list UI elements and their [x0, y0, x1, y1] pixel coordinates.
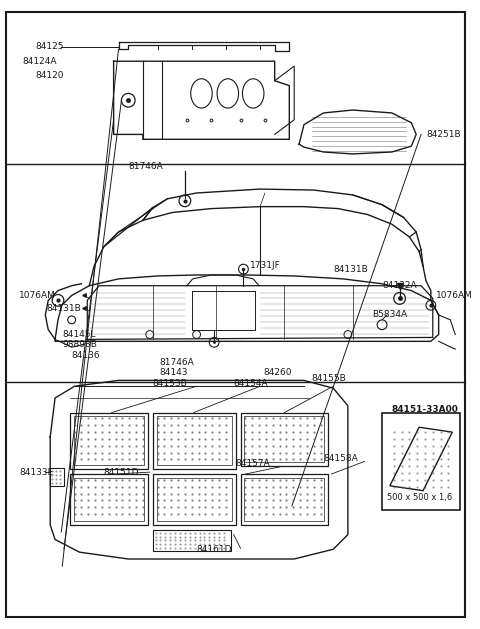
- Bar: [153, 413, 236, 469]
- Polygon shape: [390, 427, 452, 491]
- Bar: [240, 413, 328, 466]
- Bar: [70, 474, 148, 525]
- Text: 84153B: 84153B: [153, 379, 187, 388]
- Bar: [70, 413, 148, 469]
- Bar: [382, 413, 460, 510]
- Text: 84161D: 84161D: [197, 545, 232, 554]
- Bar: [192, 291, 255, 330]
- Text: 84133E: 84133E: [19, 467, 53, 477]
- Text: 84155B: 84155B: [312, 374, 347, 383]
- Bar: [244, 416, 324, 462]
- Text: 84136: 84136: [72, 350, 100, 360]
- Text: 84260: 84260: [263, 368, 291, 377]
- Text: 84154A: 84154A: [234, 379, 268, 388]
- Text: 84131B: 84131B: [333, 265, 368, 274]
- Bar: [50, 468, 64, 486]
- Bar: [153, 474, 236, 525]
- Text: 84158A: 84158A: [324, 454, 358, 463]
- Text: 84143: 84143: [159, 368, 188, 377]
- Bar: [73, 478, 144, 521]
- Text: 500 x 500 x 1,6: 500 x 500 x 1,6: [387, 493, 452, 502]
- Text: B5834A: B5834A: [372, 311, 408, 320]
- Text: 84251B: 84251B: [426, 130, 461, 139]
- Text: 84125: 84125: [36, 42, 64, 51]
- Text: 84151-33A00: 84151-33A00: [392, 405, 459, 414]
- Text: 84151D: 84151D: [104, 467, 139, 477]
- Text: 81746A: 81746A: [128, 162, 163, 171]
- Bar: [73, 416, 144, 465]
- Text: 84145L: 84145L: [62, 330, 96, 339]
- Text: 98893B: 98893B: [62, 340, 97, 348]
- Text: 84120: 84120: [36, 71, 64, 81]
- Bar: [244, 478, 324, 521]
- Text: 81746A: 81746A: [159, 359, 194, 367]
- Bar: [156, 478, 232, 521]
- Text: 84132A: 84132A: [382, 281, 417, 290]
- Text: 84131B: 84131B: [46, 304, 81, 313]
- Text: 1076AM: 1076AM: [19, 291, 56, 300]
- Text: 84124A: 84124A: [23, 57, 58, 65]
- Bar: [153, 530, 231, 551]
- Text: 1731JF: 1731JF: [250, 260, 281, 270]
- Text: 84157A: 84157A: [236, 459, 270, 468]
- Text: 1076AM: 1076AM: [436, 291, 473, 300]
- Bar: [156, 416, 232, 465]
- Bar: [240, 474, 328, 525]
